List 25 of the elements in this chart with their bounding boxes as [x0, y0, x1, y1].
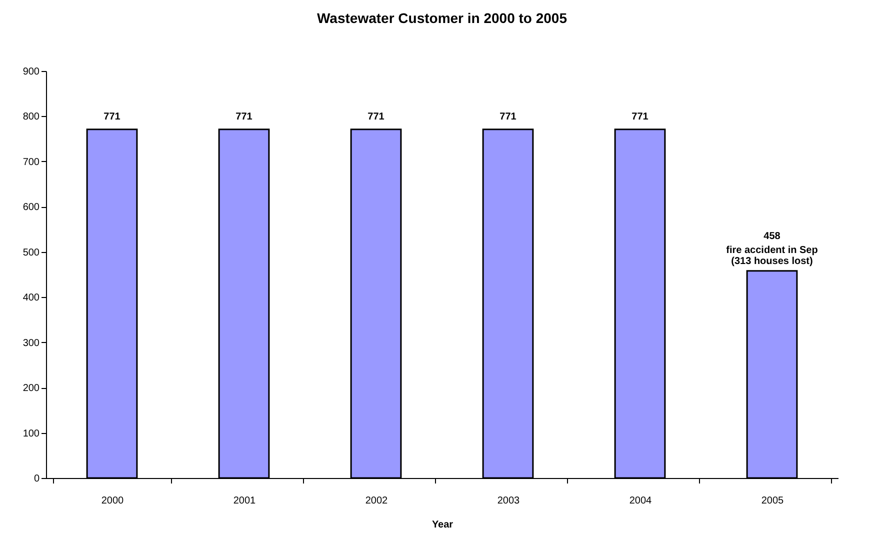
y-tick-label: 100: [22, 428, 40, 440]
y-tick-label: 400: [22, 292, 40, 304]
y-tick-label: 0: [34, 474, 40, 484]
data-label: 771: [500, 111, 517, 122]
y-tick-label: 200: [22, 383, 40, 394]
x-tick-label: 2004: [629, 496, 652, 506]
x-axis-title: Year: [432, 520, 454, 530]
data-label: 771: [632, 111, 649, 122]
chart-title: Wastewater Customer in 2000 to 2005: [316, 10, 568, 26]
data-label: 771: [368, 111, 385, 122]
y-tick-label: 800: [22, 112, 40, 123]
x-tick-label: 2005: [761, 496, 784, 506]
x-tick-label: 2003: [497, 496, 520, 506]
y-tick-label: 900: [22, 66, 40, 78]
annotation: fire accident in Sep (313 houses lost): [726, 244, 818, 267]
y-tick-label: 300: [22, 338, 40, 349]
y-tick-label: 700: [22, 156, 40, 168]
x-tick-label: 2001: [233, 496, 256, 506]
y-tick-label: 500: [22, 247, 40, 258]
x-tick-label: 2000: [101, 496, 124, 506]
x-tick-label: 2002: [365, 496, 388, 506]
data-label: 458: [764, 230, 781, 242]
data-label: 771: [104, 111, 121, 122]
data-label: 771: [236, 111, 253, 122]
y-tick-label: 600: [22, 202, 40, 214]
